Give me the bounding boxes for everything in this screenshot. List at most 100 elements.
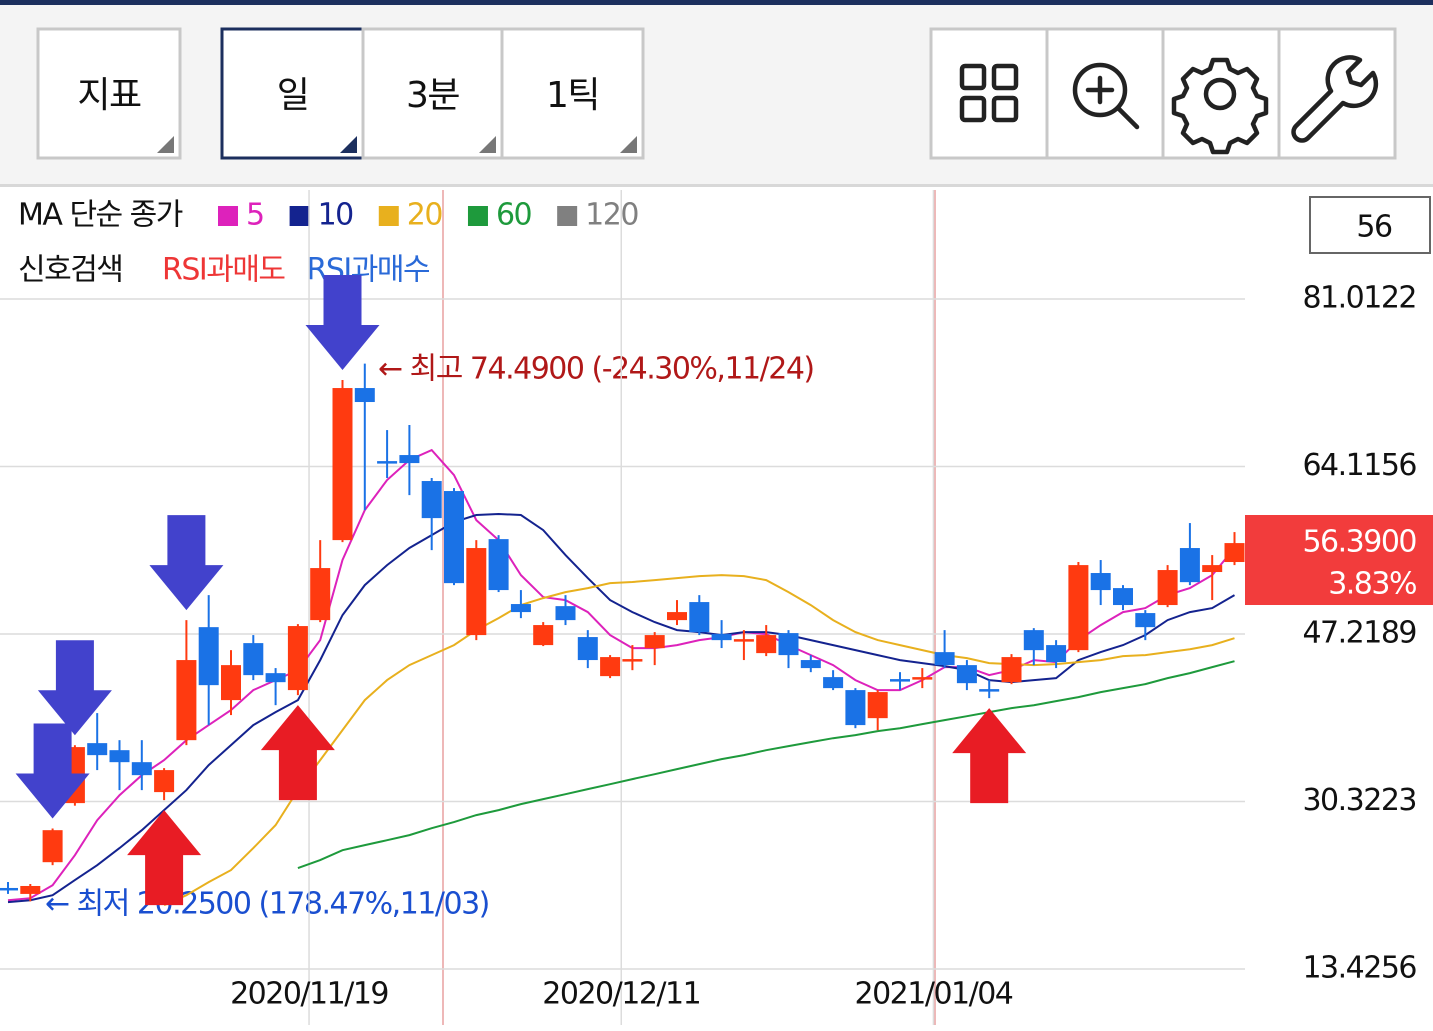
icon	[1203, 77, 1237, 111]
candle-body	[131, 762, 152, 776]
candle-body	[0, 887, 18, 891]
signal-arrow	[952, 708, 1027, 804]
count-box[interactable]	[1309, 196, 1431, 254]
candle-body	[577, 637, 598, 661]
y-tick-label: 64.1156	[1302, 448, 1416, 483]
icon	[1171, 57, 1269, 155]
candle-body	[488, 539, 509, 591]
candle-body	[1157, 570, 1178, 606]
signal-arrow	[127, 810, 202, 906]
signal-title: 신호검색	[18, 253, 122, 288]
low-annotation: ← 최저 20.2500 (178.47%,11/03)	[45, 887, 489, 922]
settings-button[interactable]	[1171, 57, 1269, 155]
candle-body	[934, 652, 955, 666]
candle-body	[533, 625, 554, 646]
legend-label: 120	[585, 198, 638, 233]
legend-swatch	[467, 206, 488, 226]
tools-button[interactable]	[1291, 55, 1379, 143]
legend-title: MA 단순 종가	[18, 198, 183, 233]
candle-body	[800, 660, 821, 669]
candle-body	[421, 481, 442, 519]
last-price: 56.3900	[1302, 525, 1416, 560]
price-tag	[1245, 515, 1433, 605]
legend-swatch	[289, 206, 310, 226]
toolbar-label: 일	[277, 75, 309, 116]
x-tick-label: 2020/12/11	[542, 977, 700, 1012]
candle-body	[265, 673, 286, 683]
candle-body	[644, 635, 665, 649]
signal-arrow	[260, 705, 335, 801]
signal-arrow	[15, 723, 90, 819]
candle-body	[845, 690, 866, 726]
high-annotation: ← 최고 74.4900 (-24.30%,11/24)	[378, 352, 814, 387]
candle-body	[667, 612, 687, 621]
dropdown-corner	[620, 136, 637, 153]
x-tick-label: 2020/11/19	[230, 977, 388, 1012]
dropdown-corner	[157, 136, 174, 153]
signal-arrow	[37, 640, 112, 736]
y-tick-label: 13.4256	[1302, 951, 1416, 986]
candle-body	[154, 770, 175, 793]
candle-body	[733, 639, 754, 642]
candle-body	[778, 633, 799, 656]
candle-body	[600, 657, 621, 677]
candle-body	[1090, 573, 1111, 591]
dropdown-corner	[479, 136, 496, 153]
candle-body	[890, 679, 910, 682]
toolbar-label: 1틱	[546, 75, 599, 116]
candle-body	[109, 750, 130, 763]
candle-body	[1023, 630, 1044, 651]
candle-body	[332, 388, 353, 541]
icon	[959, 63, 987, 91]
toolbar-button[interactable]	[361, 27, 504, 160]
candle-body	[399, 455, 420, 464]
icon	[959, 95, 987, 123]
candle-body	[354, 388, 375, 403]
candle-body	[1001, 657, 1022, 683]
candle-body	[510, 604, 531, 613]
top-border	[0, 0, 1433, 5]
candle-body	[221, 665, 241, 701]
legend-swatch	[218, 206, 238, 226]
candle-body	[956, 665, 977, 684]
count-label: 56	[1356, 210, 1392, 245]
candle-body	[1202, 565, 1223, 573]
legend-swatch	[378, 206, 399, 226]
candle-body	[20, 885, 41, 894]
candle-body	[1135, 613, 1156, 628]
legend-label: 20	[407, 198, 443, 233]
candle-body	[176, 660, 197, 741]
toolbar-button[interactable]	[36, 27, 182, 160]
toolbar-button[interactable]	[220, 27, 365, 160]
icon	[991, 63, 1019, 91]
candle-body	[310, 568, 331, 621]
x-tick-label: 2021/01/04	[854, 977, 1012, 1012]
y-tick-label: 30.3223	[1302, 783, 1416, 818]
candle-body	[711, 634, 732, 641]
candle-body	[1068, 565, 1089, 651]
candle-body	[1179, 548, 1200, 583]
dropdown-corner	[340, 136, 357, 153]
candle-body	[1224, 543, 1245, 563]
legend-label: 10	[318, 198, 354, 233]
icon	[1072, 62, 1128, 118]
toolbar-border	[0, 184, 1433, 187]
candle-body	[444, 491, 464, 584]
candle-body	[198, 627, 219, 686]
candle-body	[377, 461, 398, 464]
candle-body	[622, 659, 643, 662]
candle-body	[42, 830, 63, 863]
layout-button[interactable]	[959, 63, 1019, 123]
ma-line	[7, 448, 1236, 902]
toolbar: 지표 일 3분 1틱	[36, 27, 645, 160]
change-rate: 3.83%	[1328, 567, 1416, 602]
candle-body	[243, 643, 264, 676]
icon	[991, 95, 1019, 123]
candle-body	[756, 635, 777, 654]
candle-body	[466, 548, 487, 636]
toolbar-button[interactable]	[500, 27, 645, 160]
ma-line	[7, 512, 1236, 904]
y-tick-label: 81.0122	[1302, 281, 1416, 316]
zoom-button[interactable]	[1072, 62, 1140, 130]
